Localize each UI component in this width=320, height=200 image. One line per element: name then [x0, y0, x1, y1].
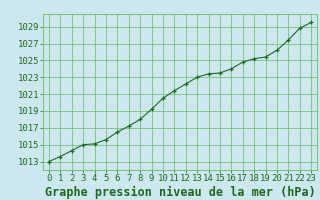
X-axis label: Graphe pression niveau de la mer (hPa): Graphe pression niveau de la mer (hPa): [44, 186, 316, 199]
